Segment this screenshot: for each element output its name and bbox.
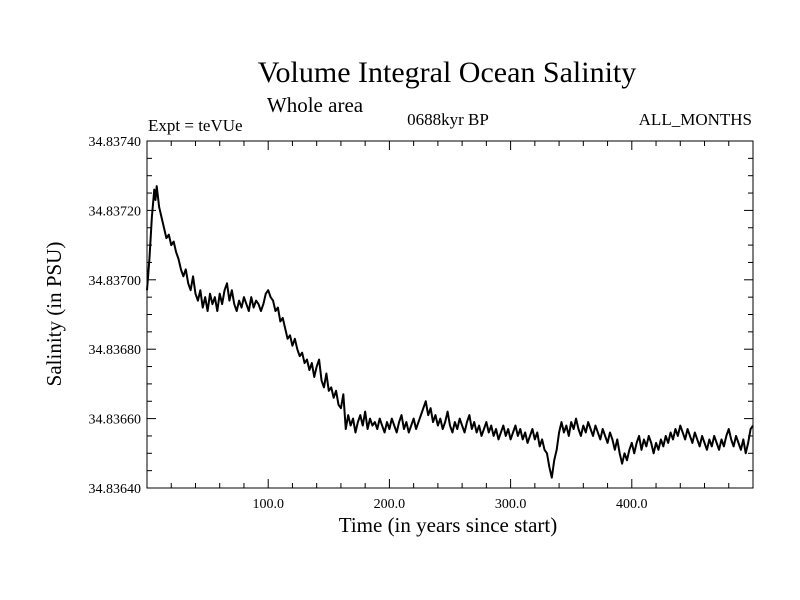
salinity-series-line bbox=[146, 185, 754, 479]
months-label: ALL_MONTHS bbox=[639, 110, 752, 129]
plot-frame bbox=[146, 140, 754, 489]
y-tick-label: 34.83720 bbox=[89, 204, 142, 219]
y-tick-label: 34.83740 bbox=[89, 135, 142, 150]
x-tick-label: 300.0 bbox=[495, 497, 527, 512]
plot-area: 34.83640 34.83660 34.83680 34.83700 34.83720… bbox=[89, 135, 754, 512]
chart-subtitle: Whole area bbox=[267, 93, 364, 117]
x-tick-label: 100.0 bbox=[252, 497, 284, 512]
y-tick-label: 34.83680 bbox=[89, 343, 142, 358]
y-tick-label: 34.83660 bbox=[89, 413, 142, 428]
x-axis: 100.0 200.0 300.0 400.0 bbox=[170, 141, 730, 512]
y-axis: 34.83640 34.83660 34.83680 34.83700 34.83720… bbox=[89, 135, 753, 497]
x-axis-label: Time (in years since start) bbox=[339, 513, 558, 537]
x-tick-label: 200.0 bbox=[374, 497, 406, 512]
y-tick-label: 34.83640 bbox=[89, 482, 142, 497]
period-label: 0688kyr BP bbox=[407, 110, 489, 129]
x-tick-label: 400.0 bbox=[616, 497, 648, 512]
y-tick-label: 34.83700 bbox=[89, 274, 142, 289]
chart-title: Volume Integral Ocean Salinity bbox=[258, 56, 637, 89]
y-axis-label: Salinity (in PSU) bbox=[42, 242, 66, 387]
experiment-label: Expt = teVUe bbox=[148, 116, 243, 135]
